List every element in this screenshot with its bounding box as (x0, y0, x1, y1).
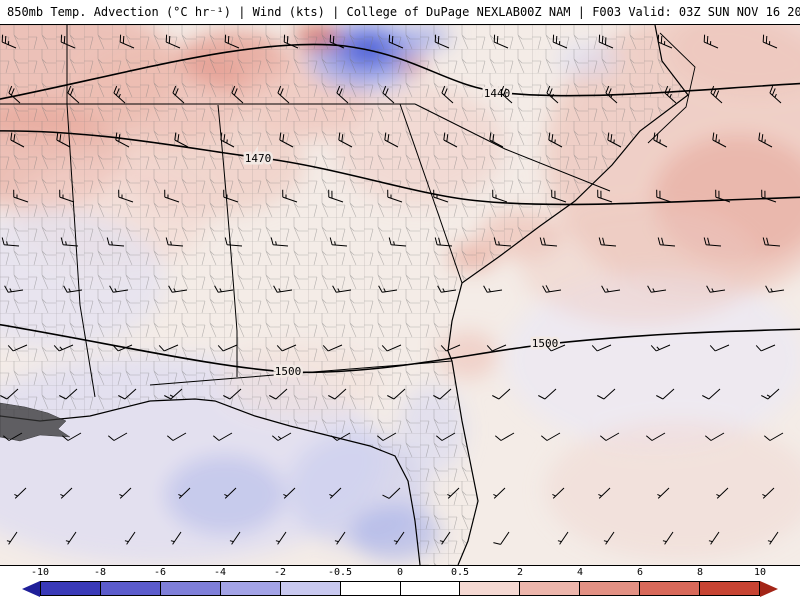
colorbar-tick-label: -0.5 (327, 567, 353, 578)
svg-text:1470: 1470 (245, 152, 272, 165)
colorbar-segment (579, 582, 640, 595)
state-county-borders (0, 25, 696, 565)
colorbar-tick-label: -2 (273, 567, 287, 578)
colorbar-tick-label: 6 (636, 567, 644, 578)
model-valid-time: 00Z NAM | F003 Valid: 03Z SUN NOV 16 202… (519, 5, 800, 19)
colorbar-tick-label: 0 (396, 567, 404, 578)
colorbar-tick-row: -10 -8 -6 -4 -2 -0.5 0 0.5 2 4 6 8 10 (31, 567, 766, 580)
colorbar-segment (459, 582, 520, 595)
svg-text:1440: 1440 (484, 87, 511, 100)
colorbar-segment (699, 582, 760, 595)
colorbar-segment (279, 582, 340, 595)
colorbar-segment (399, 582, 460, 595)
height-contours: 1440 1470 1500 1500 (0, 43, 800, 381)
colorbar-bar (0, 580, 800, 597)
colorbar-right-arrow (760, 580, 778, 597)
colorbar-tick-label: -4 (213, 567, 227, 578)
wind-barbs (0, 34, 785, 545)
colorbar-tick-label: 0.5 (450, 567, 470, 578)
colorbar-tick-label: -8 (93, 567, 107, 578)
colorbar-tick-label: 2 (516, 567, 524, 578)
weather-map: 1440 1470 1500 1500 (0, 24, 800, 566)
colorbar-left-arrow (22, 580, 40, 597)
colorbar-tick-label: 10 (753, 567, 767, 578)
colorbar-segment (41, 582, 100, 595)
svg-text:1500: 1500 (275, 365, 302, 378)
colorbar-segment (219, 582, 280, 595)
colorbar-segment (639, 582, 700, 595)
colorbar-tick-label: 4 (576, 567, 584, 578)
svg-text:1500: 1500 (532, 337, 559, 350)
colorbar-tick-label: 8 (696, 567, 704, 578)
colorbar-segment (339, 582, 400, 595)
map-canvas: 1440 1470 1500 1500 (0, 25, 800, 565)
colorbar-segment (519, 582, 580, 595)
colorbar-segment (99, 582, 160, 595)
colorbar-tick-label: -6 (153, 567, 167, 578)
product-title: 850mb Temp. Advection (°C hr⁻¹) | Wind (… (7, 5, 520, 19)
colorbar: -10 -8 -6 -4 -2 -0.5 0 0.5 2 4 6 8 10 (0, 566, 800, 600)
colorbar-segment (159, 582, 220, 595)
colorbar-strip (40, 581, 760, 596)
title-bar: 850mb Temp. Advection (°C hr⁻¹) | Wind (… (0, 0, 800, 24)
colorbar-tick-label: -10 (30, 567, 50, 578)
